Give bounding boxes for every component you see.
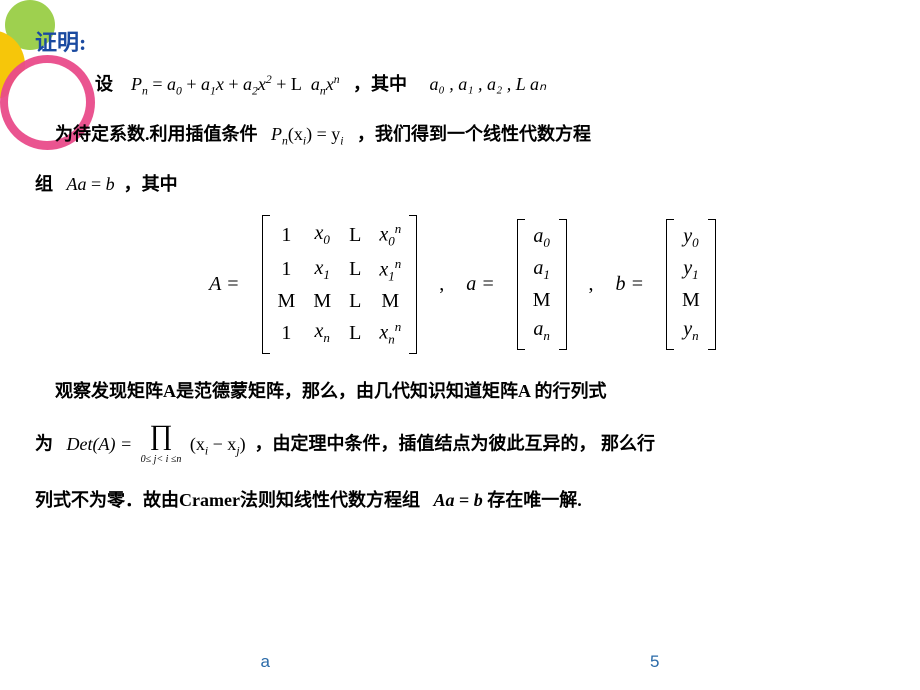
- term-rp: ): [240, 434, 246, 454]
- vector-a: a0 a1 Man: [517, 219, 567, 350]
- eqm2: =: [454, 490, 473, 510]
- line-6: 列式不为零．故由Cramer法则知线性代数方程组 Aa = b 存在唯一解.: [35, 483, 890, 517]
- det-expr: Det(A) = ∏ 0≤ j< i ≤n (xi − xj): [62, 434, 250, 454]
- footer-page-number: 5: [650, 652, 659, 672]
- matrix-cell: xnn: [379, 319, 401, 348]
- b2: b: [474, 490, 483, 510]
- matrix-cell: 1: [278, 224, 296, 247]
- matrix-definitions: A = 1x0Lx0n1x1Lx1nMMLM1xnLxnn , a = a0a1…: [35, 215, 890, 354]
- a0sub: 0: [176, 85, 182, 98]
- matrix-cell: x1: [313, 257, 331, 283]
- matrix-cell: 1: [278, 258, 296, 281]
- b: b: [106, 174, 115, 194]
- line2-suffix: ，我们得到一个线性代数方程: [357, 124, 591, 144]
- matrix-cell: L: [349, 322, 361, 345]
- line3-suffix: ，其中: [124, 174, 178, 194]
- line-2: 为待定系数.利用插值条件 Pn(xi) = yi ，我们得到一个线性代数方程: [35, 117, 890, 153]
- matrix-cell: x0: [313, 222, 331, 248]
- Aa2: Aa: [433, 490, 454, 510]
- line1-rhs: a₀ , a₁ , a₂ , L aₙ: [430, 74, 547, 94]
- matrix-cell: M: [278, 290, 296, 313]
- proof-title: 证明:: [35, 25, 890, 57]
- line5-prefix: 为: [35, 434, 53, 454]
- line6-part1: 列式不为零．故由Cramer法则知线性代数方程组: [35, 490, 420, 510]
- comma2: ,: [589, 273, 594, 296]
- vector-cell: yn: [682, 318, 700, 344]
- matrix-cell: x1n: [379, 256, 401, 285]
- pn-P: P: [131, 74, 142, 94]
- an: a: [311, 74, 320, 94]
- line5-suffix: ，由定理中条件，插值结点为彼此互异的， 那么行: [255, 434, 656, 454]
- line1-prefix: 设: [95, 74, 113, 94]
- matrix-cell: 1: [278, 322, 296, 345]
- vector-cell: a0: [533, 225, 551, 251]
- matrix-cell: M: [379, 290, 401, 313]
- plus2: +: [228, 74, 243, 94]
- line3-prefix: 组: [35, 174, 53, 194]
- cond-lp: (x: [288, 124, 303, 144]
- line-1: 设 Pn = a0 + a1x + a2x2 + L anxn ，其中 a₀ ,…: [35, 67, 890, 103]
- term-lp: (x: [190, 434, 205, 454]
- a2: a: [243, 74, 252, 94]
- line3-eq: Aa = b: [62, 174, 119, 194]
- line6-part2: 存在唯一解.: [487, 490, 582, 510]
- vector-cell: y1: [682, 257, 700, 283]
- L1: L: [291, 74, 302, 94]
- vector-cell: a1: [533, 257, 551, 283]
- xnsup: n: [334, 73, 340, 86]
- x1: x: [216, 74, 224, 94]
- plus3: +: [276, 74, 291, 94]
- cond-eq: ) = y: [306, 124, 340, 144]
- plus1: +: [186, 74, 201, 94]
- pn-n: n: [142, 85, 148, 98]
- matrix-cell: x0n: [379, 221, 401, 250]
- vector-cell: an: [533, 318, 551, 344]
- x2sup: 2: [266, 73, 272, 86]
- matrix-cell: L: [349, 224, 361, 247]
- matrix-cell: L: [349, 290, 361, 313]
- vector-cell: M: [533, 289, 551, 312]
- line6-eq: Aa = b: [429, 490, 487, 510]
- matrix-cell: L: [349, 258, 361, 281]
- vector-b: y0 y1 Myn: [666, 219, 716, 350]
- b-label: b =: [616, 273, 645, 296]
- a0: a: [167, 74, 176, 94]
- a-label: a =: [466, 273, 495, 296]
- line2-prefix: 为待定系数.利用插值条件: [55, 124, 258, 144]
- line-5: 为 Det(A) = ∏ 0≤ j< i ≤n (xi − xj) ，由定理中条…: [35, 422, 890, 469]
- matrix-cell: M: [313, 290, 331, 313]
- Aa: Aa: [67, 174, 87, 194]
- line1-mid: ，其中: [353, 74, 407, 94]
- vector-cell: M: [682, 289, 700, 312]
- vector-cell: y0: [682, 225, 700, 251]
- line-3: 组 Aa = b ，其中: [35, 167, 890, 201]
- footer-left: a: [261, 652, 270, 672]
- eq: =: [152, 74, 167, 94]
- minus: − x: [208, 434, 236, 454]
- cond-yi: i: [340, 134, 343, 147]
- product-symbol: ∏ 0≤ j< i ≤n: [141, 422, 182, 469]
- cond-P: P: [271, 124, 282, 144]
- slide-content: 证明: 设 Pn = a0 + a1x + a2x2 + L anxn ，其中 …: [35, 25, 890, 531]
- A-label: A =: [209, 273, 239, 296]
- prod-limits: 0≤ j< i ≤n: [141, 450, 182, 469]
- line1-formula: Pn = a0 + a1x + a2x2 + L anxn: [131, 74, 344, 94]
- matrix-A: 1x0Lx0n1x1Lx1nMMLM1xnLxnn: [262, 215, 418, 354]
- x2: x: [258, 74, 266, 94]
- comma1: ,: [439, 273, 444, 296]
- line2-condition: Pn(xi) = yi: [271, 124, 348, 144]
- a1: a: [201, 74, 210, 94]
- det: Det(A) =: [67, 434, 133, 454]
- xn: x: [326, 74, 334, 94]
- eqm: =: [87, 174, 106, 194]
- line-4: 观察发现矩阵A是范德蒙矩阵，那么，由几代知识知道矩阵A 的行列式: [35, 374, 890, 408]
- slide-footer: a 5: [0, 652, 920, 672]
- matrix-cell: xn: [313, 320, 331, 346]
